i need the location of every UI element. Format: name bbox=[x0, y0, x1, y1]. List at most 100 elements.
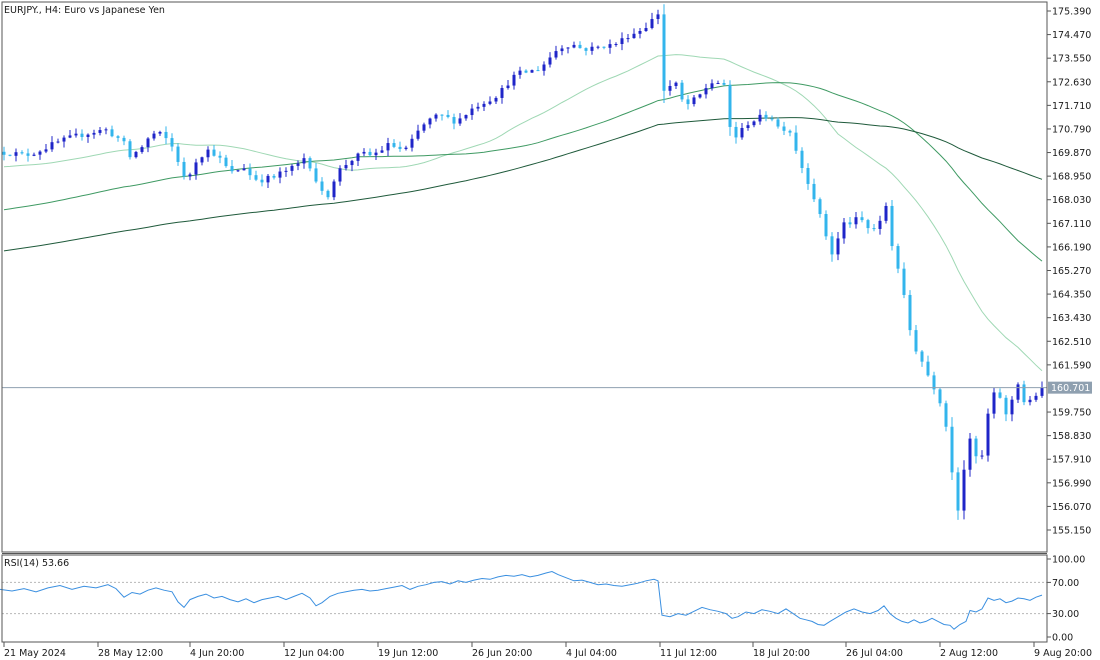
candle bbox=[230, 160, 234, 174]
candle-body bbox=[494, 97, 498, 102]
candle bbox=[740, 122, 744, 140]
candle-body bbox=[212, 149, 216, 156]
candle-body bbox=[272, 175, 276, 178]
candle-body bbox=[620, 38, 624, 45]
rsi-tick-label: 70.00 bbox=[1052, 578, 1079, 589]
candle bbox=[218, 151, 222, 164]
candle-body bbox=[842, 222, 846, 239]
time-tick-label: 19 Jun 12:00 bbox=[378, 648, 438, 659]
candle-body bbox=[770, 118, 774, 120]
candle bbox=[482, 101, 486, 111]
candle bbox=[470, 104, 474, 120]
rsi-pane[interactable]: RSI(14) 53.66 bbox=[0, 558, 1047, 630]
candle bbox=[404, 145, 408, 151]
candle bbox=[722, 79, 726, 86]
candle-body bbox=[680, 82, 684, 100]
candle-body bbox=[914, 330, 918, 352]
candle-body bbox=[242, 168, 246, 171]
candle-body bbox=[506, 85, 510, 89]
candle-body bbox=[566, 47, 570, 49]
current-price-label: 160.701 bbox=[1051, 383, 1090, 394]
candle-body bbox=[656, 14, 660, 20]
candle-body bbox=[746, 125, 750, 128]
candle bbox=[278, 167, 282, 184]
candle-body bbox=[32, 154, 36, 156]
candle-body bbox=[368, 151, 372, 156]
price-tick-label: 162.510 bbox=[1052, 337, 1091, 348]
candle-body bbox=[2, 151, 6, 155]
price-scale[interactable]: 175.390 174.470 173.550 172.630 171.710 170.7… bbox=[1047, 7, 1092, 537]
candle bbox=[608, 39, 612, 54]
price-tick-label: 170.790 bbox=[1052, 124, 1091, 135]
candle bbox=[662, 4, 666, 103]
candle-body bbox=[38, 151, 42, 155]
candle-body bbox=[698, 94, 702, 98]
candle bbox=[494, 96, 498, 104]
candle bbox=[542, 61, 546, 76]
candle bbox=[50, 136, 54, 152]
candle-body bbox=[758, 114, 762, 122]
price-tick-label: 171.710 bbox=[1052, 101, 1091, 112]
candle bbox=[770, 115, 774, 122]
price-tick-label: 159.750 bbox=[1052, 408, 1091, 419]
candle bbox=[290, 164, 294, 176]
candle-body bbox=[56, 141, 60, 143]
candle bbox=[620, 32, 624, 51]
candle bbox=[284, 167, 288, 177]
candle bbox=[236, 169, 240, 173]
candle-body bbox=[344, 165, 348, 169]
candle-body bbox=[998, 392, 1002, 398]
time-tick-label: 21 May 2024 bbox=[4, 648, 66, 659]
candle-body bbox=[14, 152, 18, 156]
candle bbox=[116, 135, 120, 142]
candle bbox=[182, 157, 186, 180]
candle-body bbox=[332, 181, 336, 198]
price-tick-label: 167.110 bbox=[1052, 219, 1091, 230]
candle-body bbox=[20, 152, 24, 154]
time-tick-label: 26 Jul 04:00 bbox=[846, 648, 903, 659]
price-pane[interactable]: EURJPY., H4: Euro vs Japanese Yen bbox=[2, 4, 1047, 520]
candle bbox=[254, 170, 258, 182]
candle-body bbox=[446, 114, 450, 118]
candle bbox=[392, 139, 396, 149]
candle-body bbox=[1016, 384, 1020, 400]
candle-body bbox=[1004, 397, 1008, 415]
candle bbox=[788, 129, 792, 137]
candle-body bbox=[668, 86, 672, 91]
candle-body bbox=[392, 143, 396, 147]
candle-body bbox=[1028, 399, 1032, 403]
candle-body bbox=[686, 99, 690, 105]
candle-body bbox=[464, 115, 468, 119]
candle bbox=[14, 148, 18, 162]
candle-body bbox=[308, 158, 312, 169]
candle-body bbox=[260, 179, 264, 183]
candle bbox=[362, 148, 366, 157]
rsi-scale[interactable]: 100.00 70.00 30.00 0.00 bbox=[1047, 555, 1085, 644]
candle-body bbox=[404, 147, 408, 150]
price-tick-label: 175.390 bbox=[1052, 7, 1091, 18]
candle bbox=[902, 262, 906, 299]
price-tick-label: 168.030 bbox=[1052, 195, 1091, 206]
candle bbox=[638, 27, 642, 39]
candle-body bbox=[524, 70, 528, 73]
rsi-line bbox=[0, 570, 1043, 630]
candle-body bbox=[644, 28, 648, 32]
candle bbox=[476, 102, 480, 112]
candle-body bbox=[458, 118, 462, 124]
candle bbox=[224, 154, 228, 168]
time-scale[interactable]: 21 May 2024 28 May 12:00 4 Jun 20:00 12 Jun… bbox=[3, 642, 1092, 659]
candle bbox=[380, 146, 384, 153]
candle bbox=[32, 152, 36, 157]
candle bbox=[806, 163, 810, 190]
candle-body bbox=[1034, 395, 1038, 400]
candle bbox=[980, 450, 984, 460]
candle bbox=[800, 147, 804, 174]
candle-body bbox=[134, 151, 138, 158]
candle bbox=[710, 79, 714, 91]
candle bbox=[860, 211, 864, 223]
candle-body bbox=[338, 168, 342, 182]
price-tick-label: 158.830 bbox=[1052, 431, 1091, 442]
candle bbox=[596, 45, 600, 50]
